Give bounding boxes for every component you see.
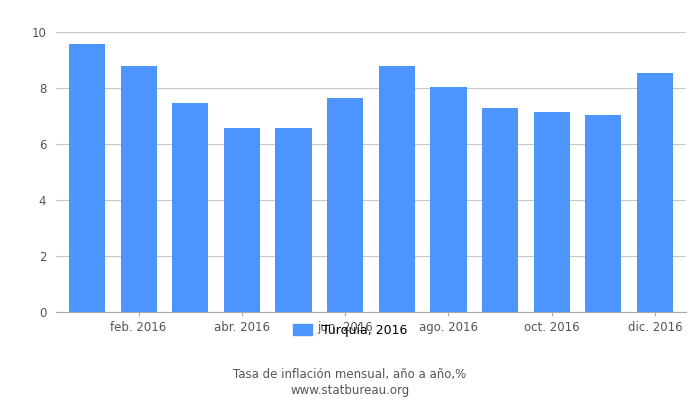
Legend: Turquía, 2016: Turquía, 2016 [288, 319, 412, 342]
Bar [379, 66, 415, 312]
Bar [430, 86, 466, 312]
Bar [172, 103, 209, 312]
Bar [224, 128, 260, 312]
Bar [482, 108, 518, 312]
Bar [69, 44, 105, 312]
Bar [533, 112, 570, 312]
Bar [276, 128, 312, 312]
Bar [637, 73, 673, 312]
Text: Tasa de inflación mensual, año a año,%: Tasa de inflación mensual, año a año,% [233, 368, 467, 381]
Bar [327, 98, 363, 312]
Bar [120, 66, 157, 312]
Bar [585, 116, 622, 312]
Text: www.statbureau.org: www.statbureau.org [290, 384, 410, 397]
